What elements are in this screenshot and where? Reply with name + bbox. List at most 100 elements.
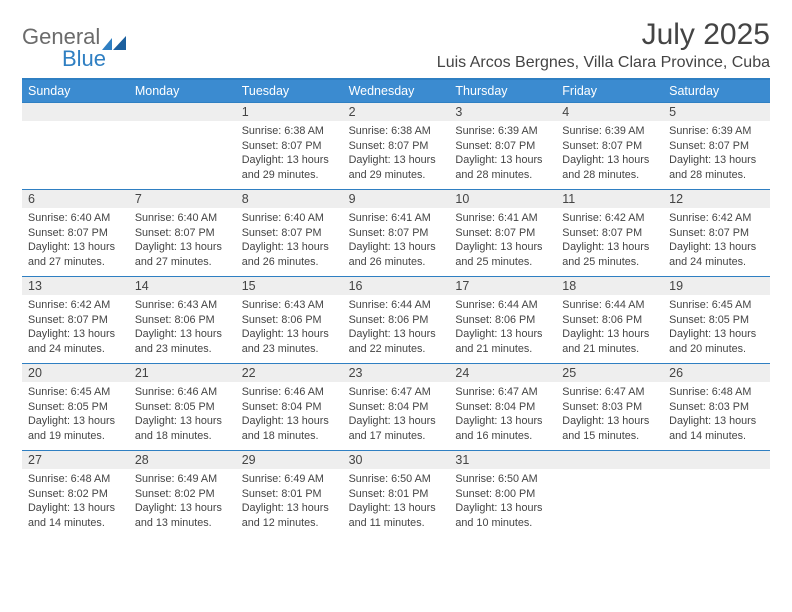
calendar-day-cell: 7Sunrise: 6:40 AMSunset: 8:07 PMDaylight… [129, 190, 236, 276]
sunrise-text: Sunrise: 6:40 AM [242, 211, 337, 226]
day-number: 30 [343, 451, 450, 469]
daylight-text: Daylight: 13 hours and 19 minutes. [28, 414, 123, 443]
sunrise-text: Sunrise: 6:45 AM [669, 298, 764, 313]
sunset-text: Sunset: 8:06 PM [135, 313, 230, 328]
sunrise-text: Sunrise: 6:49 AM [135, 472, 230, 487]
day-details: Sunrise: 6:38 AMSunset: 8:07 PMDaylight:… [236, 121, 343, 186]
calendar-week-row: 6Sunrise: 6:40 AMSunset: 8:07 PMDaylight… [22, 189, 770, 276]
sunset-text: Sunset: 8:07 PM [349, 139, 444, 154]
sunrise-text: Sunrise: 6:43 AM [135, 298, 230, 313]
calendar-day-cell: 12Sunrise: 6:42 AMSunset: 8:07 PMDayligh… [663, 190, 770, 276]
page-header: GeneralBlue July 2025 Luis Arcos Bergnes… [22, 18, 770, 72]
sunrise-text: Sunrise: 6:48 AM [669, 385, 764, 400]
day-details: Sunrise: 6:47 AMSunset: 8:03 PMDaylight:… [556, 382, 663, 447]
weekday-header: Monday [129, 80, 236, 102]
weekday-header-row: Sunday Monday Tuesday Wednesday Thursday… [22, 80, 770, 102]
sunset-text: Sunset: 8:07 PM [562, 226, 657, 241]
daylight-text: Daylight: 13 hours and 23 minutes. [242, 327, 337, 356]
daylight-text: Daylight: 13 hours and 21 minutes. [562, 327, 657, 356]
day-details: Sunrise: 6:41 AMSunset: 8:07 PMDaylight:… [449, 208, 556, 273]
calendar-page: GeneralBlue July 2025 Luis Arcos Bergnes… [0, 0, 792, 547]
sunset-text: Sunset: 8:00 PM [455, 487, 550, 502]
sunset-text: Sunset: 8:04 PM [455, 400, 550, 415]
sunrise-text: Sunrise: 6:44 AM [349, 298, 444, 313]
weekday-header: Tuesday [236, 80, 343, 102]
daylight-text: Daylight: 13 hours and 15 minutes. [562, 414, 657, 443]
calendar-day-cell: 3Sunrise: 6:39 AMSunset: 8:07 PMDaylight… [449, 103, 556, 189]
daylight-text: Daylight: 13 hours and 29 minutes. [349, 153, 444, 182]
sunrise-text: Sunrise: 6:40 AM [135, 211, 230, 226]
sunrise-text: Sunrise: 6:41 AM [455, 211, 550, 226]
calendar-day-cell: 28Sunrise: 6:49 AMSunset: 8:02 PMDayligh… [129, 451, 236, 537]
calendar-day-cell [129, 103, 236, 189]
sunset-text: Sunset: 8:01 PM [349, 487, 444, 502]
sunset-text: Sunset: 8:03 PM [562, 400, 657, 415]
weekday-header: Sunday [22, 80, 129, 102]
sunset-text: Sunset: 8:02 PM [28, 487, 123, 502]
calendar-day-cell: 27Sunrise: 6:48 AMSunset: 8:02 PMDayligh… [22, 451, 129, 537]
sunset-text: Sunset: 8:02 PM [135, 487, 230, 502]
day-details: Sunrise: 6:49 AMSunset: 8:02 PMDaylight:… [129, 469, 236, 534]
weekday-header: Friday [556, 80, 663, 102]
day-details: Sunrise: 6:40 AMSunset: 8:07 PMDaylight:… [22, 208, 129, 273]
sunset-text: Sunset: 8:03 PM [669, 400, 764, 415]
sunset-text: Sunset: 8:07 PM [135, 226, 230, 241]
sunset-text: Sunset: 8:07 PM [242, 226, 337, 241]
sunset-text: Sunset: 8:05 PM [669, 313, 764, 328]
day-number: 21 [129, 364, 236, 382]
day-number: 15 [236, 277, 343, 295]
daylight-text: Daylight: 13 hours and 14 minutes. [28, 501, 123, 530]
weeks-container: 1Sunrise: 6:38 AMSunset: 8:07 PMDaylight… [22, 102, 770, 537]
day-details: Sunrise: 6:42 AMSunset: 8:07 PMDaylight:… [663, 208, 770, 273]
day-number [556, 451, 663, 469]
daylight-text: Daylight: 13 hours and 25 minutes. [562, 240, 657, 269]
calendar-day-cell: 6Sunrise: 6:40 AMSunset: 8:07 PMDaylight… [22, 190, 129, 276]
day-number: 4 [556, 103, 663, 121]
sunrise-text: Sunrise: 6:38 AM [242, 124, 337, 139]
daylight-text: Daylight: 13 hours and 14 minutes. [669, 414, 764, 443]
day-number: 22 [236, 364, 343, 382]
day-number [129, 103, 236, 121]
sunrise-text: Sunrise: 6:47 AM [349, 385, 444, 400]
calendar-day-cell: 26Sunrise: 6:48 AMSunset: 8:03 PMDayligh… [663, 364, 770, 450]
daylight-text: Daylight: 13 hours and 18 minutes. [135, 414, 230, 443]
sunset-text: Sunset: 8:07 PM [242, 139, 337, 154]
sunrise-text: Sunrise: 6:44 AM [455, 298, 550, 313]
day-details: Sunrise: 6:41 AMSunset: 8:07 PMDaylight:… [343, 208, 450, 273]
weekday-header: Saturday [663, 80, 770, 102]
daylight-text: Daylight: 13 hours and 25 minutes. [455, 240, 550, 269]
sunset-text: Sunset: 8:01 PM [242, 487, 337, 502]
daylight-text: Daylight: 13 hours and 29 minutes. [242, 153, 337, 182]
day-details: Sunrise: 6:39 AMSunset: 8:07 PMDaylight:… [663, 121, 770, 186]
daylight-text: Daylight: 13 hours and 11 minutes. [349, 501, 444, 530]
day-number [663, 451, 770, 469]
day-number: 18 [556, 277, 663, 295]
calendar-day-cell: 9Sunrise: 6:41 AMSunset: 8:07 PMDaylight… [343, 190, 450, 276]
day-number: 11 [556, 190, 663, 208]
sunset-text: Sunset: 8:05 PM [135, 400, 230, 415]
sunset-text: Sunset: 8:07 PM [669, 139, 764, 154]
day-number: 29 [236, 451, 343, 469]
day-number: 14 [129, 277, 236, 295]
daylight-text: Daylight: 13 hours and 24 minutes. [669, 240, 764, 269]
daylight-text: Daylight: 13 hours and 28 minutes. [562, 153, 657, 182]
day-number: 19 [663, 277, 770, 295]
calendar-day-cell: 15Sunrise: 6:43 AMSunset: 8:06 PMDayligh… [236, 277, 343, 363]
calendar-day-cell: 1Sunrise: 6:38 AMSunset: 8:07 PMDaylight… [236, 103, 343, 189]
day-number: 24 [449, 364, 556, 382]
sunrise-text: Sunrise: 6:47 AM [562, 385, 657, 400]
calendar-day-cell [556, 451, 663, 537]
day-details: Sunrise: 6:47 AMSunset: 8:04 PMDaylight:… [343, 382, 450, 447]
daylight-text: Daylight: 13 hours and 20 minutes. [669, 327, 764, 356]
daylight-text: Daylight: 13 hours and 27 minutes. [28, 240, 123, 269]
day-details: Sunrise: 6:45 AMSunset: 8:05 PMDaylight:… [22, 382, 129, 447]
calendar-day-cell [663, 451, 770, 537]
calendar-day-cell [22, 103, 129, 189]
day-details: Sunrise: 6:46 AMSunset: 8:04 PMDaylight:… [236, 382, 343, 447]
day-details: Sunrise: 6:42 AMSunset: 8:07 PMDaylight:… [556, 208, 663, 273]
daylight-text: Daylight: 13 hours and 16 minutes. [455, 414, 550, 443]
calendar-day-cell: 4Sunrise: 6:39 AMSunset: 8:07 PMDaylight… [556, 103, 663, 189]
day-details: Sunrise: 6:50 AMSunset: 8:00 PMDaylight:… [449, 469, 556, 534]
sunrise-text: Sunrise: 6:40 AM [28, 211, 123, 226]
day-number: 31 [449, 451, 556, 469]
